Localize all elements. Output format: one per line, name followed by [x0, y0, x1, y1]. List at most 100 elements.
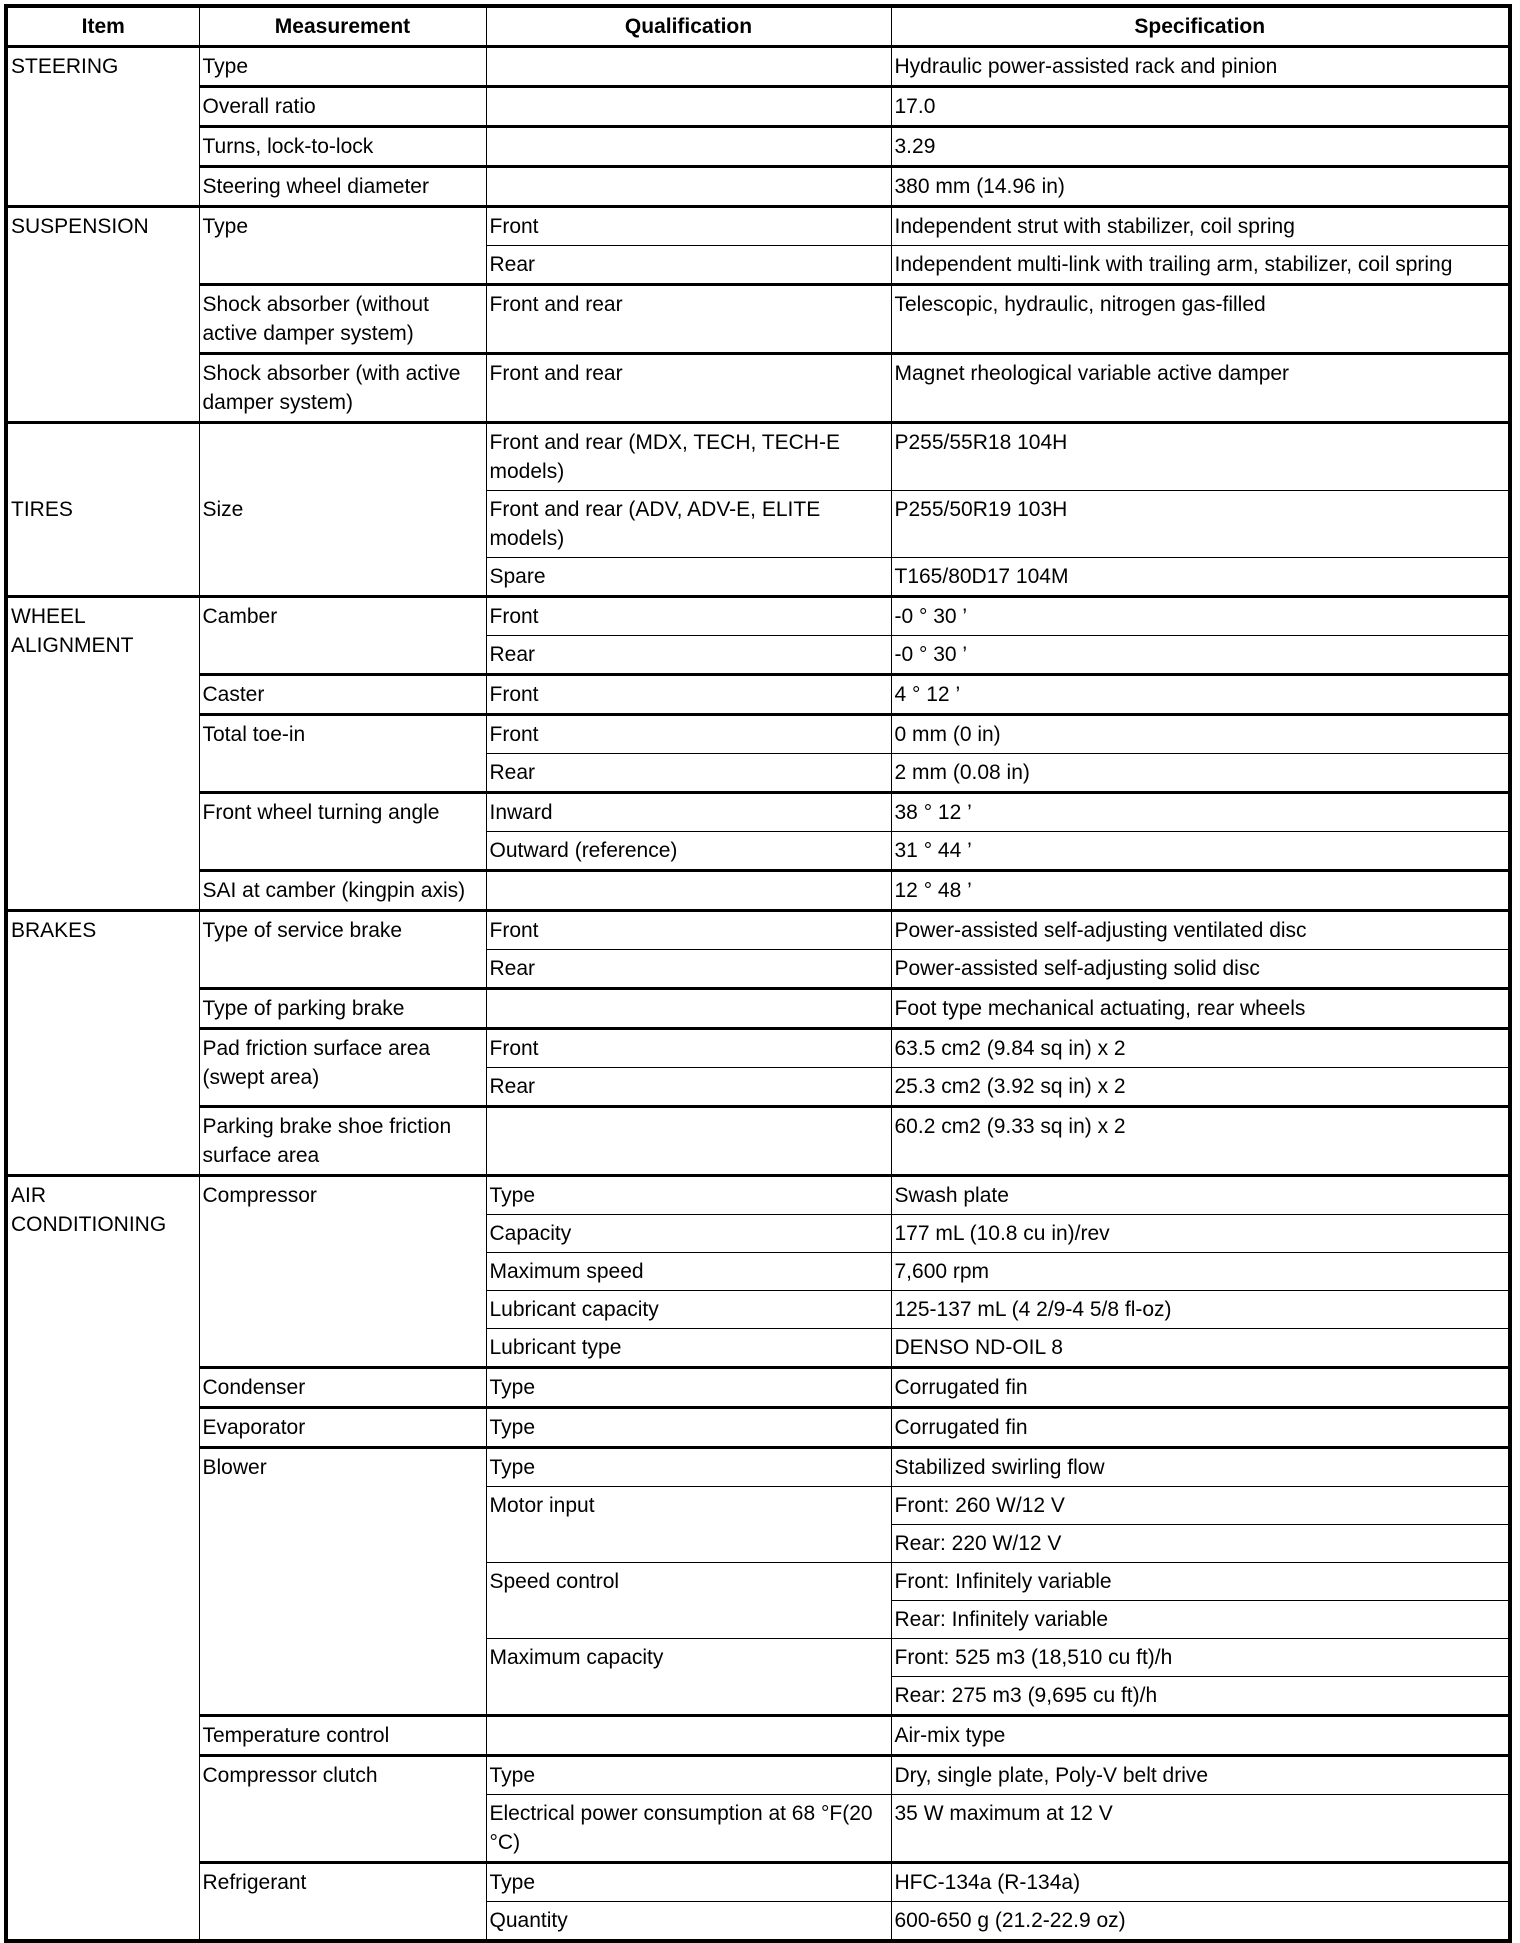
- specification-cell: Telescopic, hydraulic, nitrogen gas-fill…: [890, 283, 1511, 354]
- specification-cell: 3.29: [890, 125, 1511, 167]
- qualification-cell: Front and rear (MDX, TECH, TECH-E models…: [485, 421, 892, 491]
- specification-cell: 31 ° 44 ’: [890, 831, 1511, 871]
- specification-cell: Magnet rheological variable active dampe…: [890, 352, 1511, 423]
- specification-cell: Swash plate: [890, 1174, 1511, 1215]
- table-row: Rear: Infinitely variable: [6, 1600, 1511, 1639]
- qualification-cell: Quantity: [485, 1901, 892, 1942]
- qualification-cell: Inward: [485, 791, 892, 832]
- specification-cell: Rear: 220 W/12 V: [890, 1524, 1511, 1563]
- header-measurement: Measurement: [198, 5, 487, 48]
- table-row: Shock absorber (without active damper sy…: [6, 283, 1511, 354]
- qualification-cell: Lubricant capacity: [485, 1290, 892, 1329]
- qualification-cell: Spare: [485, 557, 892, 597]
- qualification-cell: Front: [485, 595, 892, 636]
- specification-cell: 125-137 mL (4 2/9-4 5/8 fl-oz): [890, 1290, 1511, 1329]
- specification-cell: Corrugated fin: [890, 1406, 1511, 1448]
- qualification-cell: [485, 1714, 892, 1756]
- specification-cell: DENSO ND-OIL 8: [890, 1328, 1511, 1368]
- qualification-cell: Front and rear (ADV, ADV-E, ELITE models…: [485, 490, 892, 558]
- qualification-cell: [485, 869, 892, 911]
- qualification-cell: Type: [485, 1406, 892, 1448]
- qualification-cell: Rear: [485, 753, 892, 793]
- qualification-cell: Rear: [485, 949, 892, 989]
- table-row: Rear -0 ° 30 ’: [6, 635, 1511, 675]
- measurement-cell: Condenser: [198, 1366, 487, 1408]
- specification-cell: Front: Infinitely variable: [890, 1562, 1511, 1601]
- table-row: BRAKES Type of service brake Front Power-as…: [5, 909, 1511, 1176]
- table-row: SUSPENSION Type Front Independent strut wit…: [5, 205, 1511, 423]
- table-row: SAI at camber (kingpin axis) 12 ° 48 ’: [6, 869, 1511, 911]
- specification-cell: 4 ° 12 ’: [890, 673, 1511, 715]
- table-row: Type of parking brake Foot type mechanica…: [6, 987, 1511, 1029]
- specification-cell: 63.5 cm2 (9.84 sq in) x 2: [890, 1027, 1511, 1068]
- specification-cell: HFC-134a (R-134a): [890, 1861, 1511, 1902]
- table-row: Temperature control Air-mix type: [6, 1714, 1511, 1756]
- specification-cell: Power-assisted self-adjusting ventilated…: [890, 909, 1511, 950]
- measurement-cell: Type: [198, 205, 487, 285]
- qualification-cell: Front and rear: [485, 352, 892, 423]
- specification-cell: Rear: Infinitely variable: [890, 1600, 1511, 1639]
- specification-cell: 38 ° 12 ’: [890, 791, 1511, 832]
- specification-cell: 177 mL (10.8 cu in)/rev: [890, 1214, 1511, 1253]
- measurement-cell: Caster: [198, 673, 487, 715]
- qualification-cell: Type: [485, 1861, 892, 1902]
- qualification-cell: Front and rear: [485, 283, 892, 354]
- item-cell: WHEEL ALIGNMENT: [5, 595, 200, 911]
- table-row: Front and rear (ADV, ADV-E, ELITE models…: [6, 490, 1511, 558]
- measurement-cell: Shock absorber (without active damper sy…: [198, 283, 487, 354]
- measurement-cell: Shock absorber (with active damper syste…: [198, 352, 487, 423]
- measurement-cell: Type: [198, 45, 487, 87]
- table-row: Maximum speed 7,600 rpm: [6, 1252, 1511, 1291]
- specification-cell: 12 ° 48 ’: [890, 869, 1511, 911]
- qualification-cell: Front: [485, 1027, 892, 1068]
- item-cell: SUSPENSION: [5, 205, 200, 423]
- qualification-cell: Type: [485, 1366, 892, 1408]
- qualification-cell: Electrical power consumption at 68 °F(20…: [485, 1794, 892, 1863]
- item-cell: TIRES: [5, 421, 200, 597]
- specification-cell: Corrugated fin: [890, 1366, 1511, 1408]
- table-row: Caster Front 4 ° 12 ’: [6, 673, 1511, 715]
- specification-cell: 2 mm (0.08 in): [890, 753, 1511, 793]
- specification-cell: 35 W maximum at 12 V: [890, 1794, 1511, 1863]
- measurement-cell: Refrigerant: [198, 1861, 487, 1942]
- qualification-cell: Rear: [485, 1067, 892, 1107]
- specification-cell: -0 ° 30 ’: [890, 635, 1511, 675]
- table-row: Shock absorber (with active damper syste…: [6, 352, 1511, 423]
- qualification-cell: Front: [485, 713, 892, 754]
- measurement-cell: Evaporator: [198, 1406, 487, 1448]
- table-row: Evaporator Type Corrugated fin: [6, 1406, 1511, 1448]
- table-row: Rear 25.3 cm2 (3.92 sq in) x 2: [6, 1067, 1511, 1107]
- specification-cell: -0 ° 30 ’: [890, 595, 1511, 636]
- qualification-cell: [485, 85, 892, 127]
- specification-cell: Hydraulic power-assisted rack and pinion: [890, 45, 1511, 87]
- header-item: Item: [5, 5, 200, 48]
- table-row: Electrical power consumption at 68 °F(20…: [6, 1794, 1511, 1863]
- qualification-cell: [485, 987, 892, 1029]
- specification-cell: Air-mix type: [890, 1714, 1511, 1756]
- specification-cell: Front: 525 m3 (18,510 cu ft)/h: [890, 1638, 1511, 1677]
- measurement-cell: Compressor clutch: [198, 1754, 487, 1863]
- header-qualification: Qualification: [485, 5, 892, 48]
- qualification-cell: Lubricant type: [485, 1328, 892, 1368]
- specification-cell: Independent strut with stabilizer, coil …: [890, 205, 1511, 246]
- measurement-cell: Parking brake shoe friction surface area: [198, 1105, 487, 1176]
- qualification-cell: Speed control: [485, 1562, 892, 1639]
- qualification-cell: Outward (reference): [485, 831, 892, 871]
- qualification-cell: [485, 45, 892, 87]
- specification-cell: Dry, single plate, Poly-V belt drive: [890, 1754, 1511, 1795]
- table-body: STEERING Type Hydraulic power-assisted rac…: [5, 45, 1511, 1942]
- table-row: WHEEL ALIGNMENT Camber Front -0 ° 30 ’: [5, 595, 1511, 911]
- measurement-cell: Temperature control: [198, 1714, 487, 1756]
- specification-cell: 7,600 rpm: [890, 1252, 1511, 1291]
- table-row: Steering wheel diameter 380 mm (14.96 in): [6, 165, 1511, 207]
- specification-cell: 380 mm (14.96 in): [890, 165, 1511, 207]
- table-row: TIRES Size Front and rear (MDX, TECH, TECH…: [5, 421, 1511, 597]
- table-row: Spare T165/80D17 104M: [6, 557, 1511, 597]
- measurement-cell: Total toe-in: [198, 713, 487, 793]
- specification-cell: P255/50R19 103H: [890, 490, 1511, 558]
- specification-cell: Independent multi-link with trailing arm…: [890, 245, 1511, 285]
- specification-cell: T165/80D17 104M: [890, 557, 1511, 597]
- table-row: Lubricant capacity 125-137 mL (4 2/9-4 5/…: [6, 1290, 1511, 1329]
- measurement-cell: Size: [198, 421, 487, 597]
- measurement-cell: Pad friction surface area (swept area): [198, 1027, 487, 1107]
